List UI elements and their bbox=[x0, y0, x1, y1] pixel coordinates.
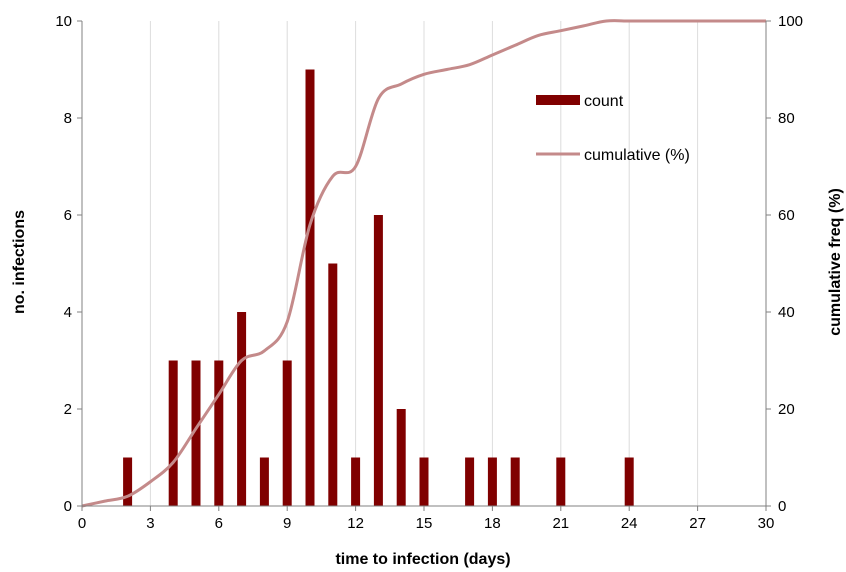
y2-tick-label: 100 bbox=[778, 13, 803, 30]
bar bbox=[282, 360, 292, 506]
x-tick-label: 24 bbox=[621, 515, 638, 532]
bar bbox=[419, 457, 429, 506]
legend-label-count: count bbox=[584, 93, 624, 110]
bar bbox=[168, 360, 178, 506]
y2-tick-label: 0 bbox=[778, 498, 786, 515]
x-tick-label: 30 bbox=[758, 515, 775, 532]
y-tick-label: 8 bbox=[64, 110, 72, 127]
x-tick-label: 12 bbox=[347, 515, 364, 532]
bar bbox=[373, 215, 383, 506]
x-tick-label: 18 bbox=[484, 515, 501, 532]
bar bbox=[305, 69, 315, 506]
bar bbox=[351, 457, 361, 506]
x-tick-label: 27 bbox=[689, 515, 706, 532]
legend: count cumulative (%) bbox=[536, 93, 690, 164]
x-tick-label: 9 bbox=[283, 515, 291, 532]
cumulative-line bbox=[81, 19, 766, 508]
bar bbox=[237, 312, 247, 506]
bar bbox=[191, 360, 201, 506]
y-axis-title: no. infections bbox=[11, 210, 28, 314]
y-tick-label: 6 bbox=[64, 207, 72, 224]
legend-swatch-count bbox=[536, 95, 580, 105]
y2-tick-label: 20 bbox=[778, 401, 795, 418]
x-tick-label: 6 bbox=[215, 515, 223, 532]
axes bbox=[77, 20, 771, 511]
bars bbox=[123, 69, 634, 506]
bar bbox=[396, 409, 406, 506]
x-tick-label: 0 bbox=[78, 515, 86, 532]
y2-tick-label: 40 bbox=[778, 304, 795, 321]
x-axis-title: time to infection (days) bbox=[335, 551, 510, 568]
y2-axis-title: cumulative freq (%) bbox=[827, 188, 844, 336]
bar bbox=[624, 457, 634, 506]
bar bbox=[465, 457, 475, 506]
y-tick-label: 4 bbox=[64, 304, 72, 321]
y-tick-label: 0 bbox=[64, 498, 72, 515]
x-tick-label: 3 bbox=[146, 515, 154, 532]
bar bbox=[123, 457, 133, 506]
y2-tick-label: 80 bbox=[778, 110, 795, 127]
y-tick-label: 2 bbox=[64, 401, 72, 418]
x-tick-label: 21 bbox=[552, 515, 569, 532]
legend-label-cumulative: cumulative (%) bbox=[584, 147, 690, 164]
y-tick-label: 10 bbox=[55, 13, 72, 30]
bar bbox=[510, 457, 520, 506]
x-tick-label: 15 bbox=[416, 515, 433, 532]
y2-tick-label: 60 bbox=[778, 207, 795, 224]
bar bbox=[487, 457, 497, 506]
bar bbox=[259, 457, 269, 506]
bar bbox=[328, 263, 338, 506]
bar bbox=[556, 457, 566, 506]
bar bbox=[214, 360, 224, 506]
